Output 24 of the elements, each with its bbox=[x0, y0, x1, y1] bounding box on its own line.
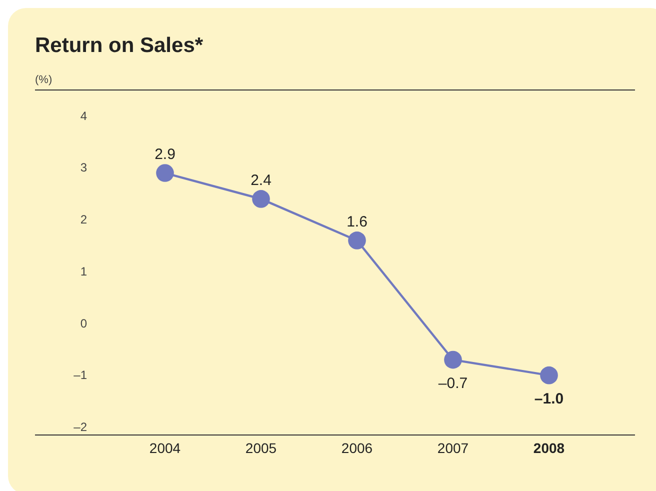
y-tick-label: 0 bbox=[80, 316, 88, 330]
point bbox=[156, 164, 174, 182]
y-axis-title: (%) bbox=[35, 74, 52, 86]
data-label: 2.9 bbox=[154, 146, 176, 164]
x-tick-label: 2005 bbox=[245, 440, 277, 456]
x-tick-label: 2006 bbox=[341, 440, 373, 456]
data-label: –1.0 bbox=[534, 390, 564, 408]
y-tick-label: 1 bbox=[80, 264, 88, 278]
y-tick-label: –2 bbox=[74, 420, 88, 434]
point bbox=[348, 232, 366, 250]
x-tick-label: 2008 bbox=[533, 440, 565, 456]
y-tick-label: –1 bbox=[74, 368, 88, 382]
x-tick-label: 2004 bbox=[149, 440, 181, 456]
y-tick-label: 3 bbox=[80, 160, 88, 175]
point bbox=[540, 366, 558, 384]
y-tick-label: 4 bbox=[80, 108, 88, 123]
data-label: –0.7 bbox=[438, 374, 468, 392]
point bbox=[252, 190, 270, 208]
data-label: 1.6 bbox=[346, 213, 368, 230]
data-label: 2.4 bbox=[250, 172, 272, 189]
chart-title: Return on Sales* bbox=[35, 34, 204, 57]
y-tick-label: 2 bbox=[80, 212, 88, 227]
point bbox=[444, 350, 462, 369]
x-tick-label: 2007 bbox=[437, 440, 469, 456]
